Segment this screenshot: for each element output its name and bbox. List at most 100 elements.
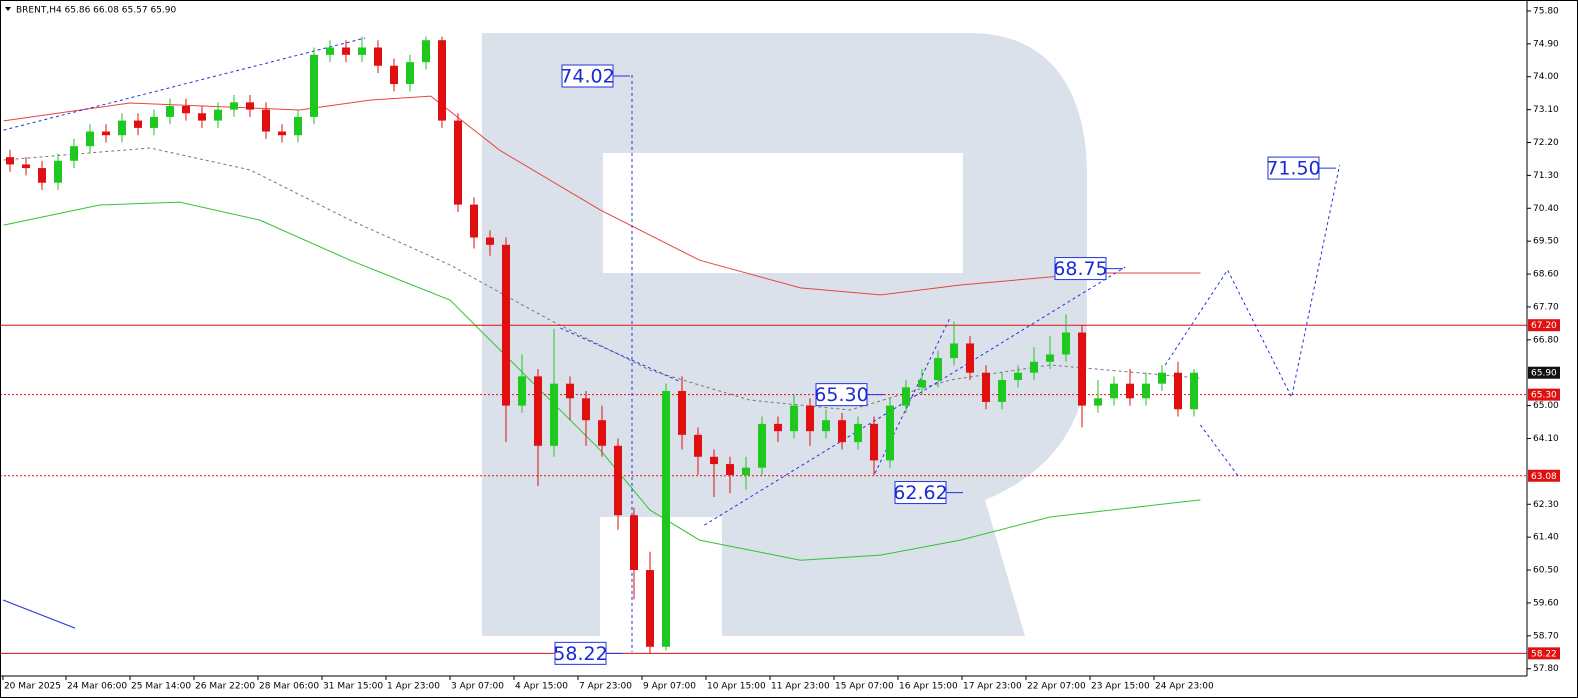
candle-body [438, 40, 446, 121]
y-tick-label: 61.40 [1533, 533, 1559, 543]
annotation-label: 65.30 [814, 384, 868, 406]
candle-body [470, 204, 478, 238]
x-tick-label: 28 Mar 06:00 [259, 682, 319, 692]
x-tick-label: 10 Apr 15:00 [707, 682, 766, 692]
y-tick-label: 75.80 [1533, 6, 1559, 16]
candle-body [1110, 383, 1118, 399]
y-tick-label: 59.60 [1533, 598, 1559, 608]
y-tick-label: 74.90 [1533, 39, 1559, 49]
price-box-label: 67.20 [1531, 321, 1557, 331]
candle-body [342, 47, 350, 55]
candle-body [166, 105, 174, 117]
x-tick-label: 3 Apr 07:00 [451, 682, 504, 692]
y-tick-label: 58.70 [1533, 631, 1559, 641]
candle-body [182, 105, 190, 114]
candle-body [422, 40, 430, 63]
candle-body [1142, 383, 1150, 399]
candle-body [246, 102, 254, 110]
price-box [1528, 469, 1560, 482]
candle-body [390, 65, 398, 85]
x-tick-label: 26 Mar 22:00 [195, 682, 255, 692]
candle-body [854, 423, 862, 443]
candle-body [38, 168, 46, 183]
candle-body [1126, 383, 1134, 399]
candle-body [198, 113, 206, 121]
x-tick-label: 25 Mar 14:00 [131, 682, 191, 692]
candle-body [966, 343, 974, 373]
y-tick-label: 70.40 [1533, 204, 1559, 214]
price-box [1528, 319, 1560, 332]
candle-body [102, 131, 110, 136]
y-tick-label: 65.00 [1533, 401, 1559, 411]
annotation-label: 58.22 [553, 643, 607, 665]
candle-body [790, 405, 798, 432]
candle-body [646, 570, 654, 647]
candle-body [774, 423, 782, 432]
candle-body [598, 420, 606, 446]
x-tick-label: 15 Apr 07:00 [835, 682, 894, 692]
header: BRENT,H4 65.86 66.08 65.57 65.90 [16, 6, 176, 16]
x-tick-label: 31 Mar 15:00 [323, 682, 383, 692]
forecast-line [2, 599, 76, 629]
x-tick-label: 4 Apr 15:00 [515, 682, 568, 692]
candle-body [358, 47, 366, 55]
indicator-line [3, 147, 1201, 411]
y-tick-label: 64.10 [1533, 434, 1559, 444]
forecast-line [3, 37, 366, 131]
candle-body [694, 434, 702, 457]
candle-body [1046, 354, 1054, 362]
forecast-line [874, 317, 951, 474]
x-tick-label: 23 Apr 15:00 [1091, 682, 1150, 692]
candle-body [822, 420, 830, 432]
forecast-line [560, 327, 681, 383]
candle-body [214, 109, 222, 121]
candle-body [950, 343, 958, 359]
candle-body [486, 237, 494, 245]
y-tick-label: 66.80 [1533, 335, 1559, 345]
candle-body [566, 383, 574, 399]
candle-body [278, 131, 286, 136]
candle-body [630, 515, 638, 571]
y-tick-label: 71.30 [1533, 171, 1559, 181]
candle-body [374, 47, 382, 66]
x-tick-label: 9 Apr 07:00 [643, 682, 696, 692]
candle-body [22, 164, 30, 169]
candle-body [1014, 372, 1022, 381]
candle-body [1062, 332, 1070, 355]
y-tick-label: 60.50 [1533, 566, 1559, 576]
x-tick-label: 24 Mar 06:00 [67, 682, 127, 692]
candle-body [534, 376, 542, 446]
candle-body [54, 160, 62, 183]
forecast-line [1199, 424, 1239, 477]
candle-body [118, 120, 126, 136]
candle-body [998, 380, 1006, 402]
candle-body [806, 405, 814, 432]
candle-body [742, 467, 750, 476]
price-box-label: 58.22 [1531, 649, 1557, 659]
price-box-label: 65.30 [1531, 391, 1557, 401]
candle-body [550, 383, 558, 446]
candle-body [582, 398, 590, 421]
x-tick-label: 17 Apr 23:00 [963, 682, 1022, 692]
candle-body [1174, 372, 1182, 410]
candle-body [886, 405, 894, 461]
annotation-label: 68.75 [1053, 258, 1107, 280]
indicator-line [3, 201, 1201, 561]
y-tick-label: 67.70 [1533, 302, 1559, 312]
y-tick-label: 68.60 [1533, 270, 1559, 280]
candle-body [838, 420, 846, 443]
candle-body [310, 54, 318, 117]
candle-body [902, 387, 910, 406]
candle-body [662, 390, 670, 647]
annotation-label: 71.50 [1266, 158, 1320, 180]
price-box-label: 65.90 [1531, 369, 1557, 379]
y-tick-label: 72.20 [1533, 138, 1559, 148]
candle-body [870, 423, 878, 461]
y-tick-label: 74.00 [1533, 72, 1559, 82]
candle-body [6, 157, 14, 165]
x-tick-label: 24 Apr 23:00 [1155, 682, 1214, 692]
candle-body [406, 62, 414, 85]
forecast-line [1164, 165, 1341, 399]
candle-body [502, 244, 510, 406]
candle-body [1078, 332, 1086, 406]
